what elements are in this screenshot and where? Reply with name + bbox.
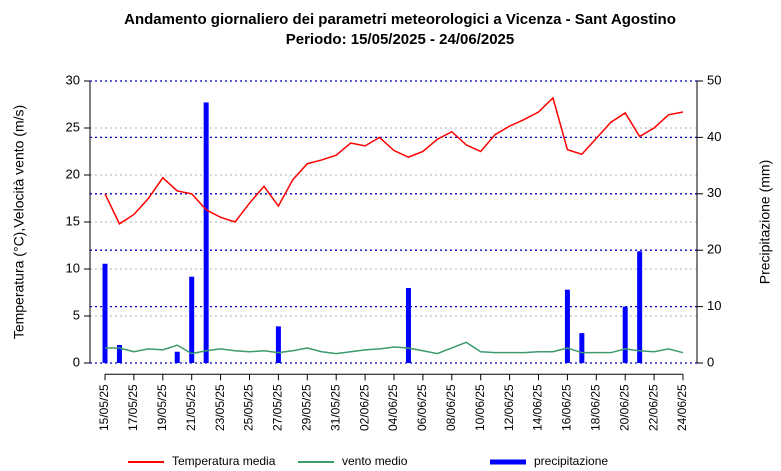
x-tick-label: 23/05/25 (213, 384, 227, 431)
bar (405, 287, 411, 364)
x-tick-label: 22/06/25 (646, 384, 660, 431)
bar (579, 333, 585, 364)
legend-label: Temperatura media (172, 454, 276, 468)
x-tick-label: 25/05/25 (242, 384, 256, 431)
line-series (104, 96, 684, 225)
x-tick-label: 24/06/25 (675, 384, 689, 431)
legend-label: precipitazione (534, 454, 608, 468)
x-tick-label: 14/06/25 (531, 384, 545, 431)
y2-tick-label: 50 (707, 72, 721, 87)
legend-label: vento medio (342, 454, 408, 468)
y-tick-label: 5 (73, 307, 80, 322)
line-series (105, 341, 684, 355)
x-tick-label: 27/05/25 (271, 384, 285, 431)
y-tick-label: 25 (66, 119, 80, 134)
x-tick-label: 21/05/25 (184, 384, 198, 431)
x-tick-label: 04/06/25 (386, 384, 400, 431)
y-axis-title: Temperatura (°C),Velocità vento (m/s) (11, 105, 27, 339)
x-tick-label: 29/05/25 (299, 384, 313, 431)
y2-tick-label: 40 (707, 129, 721, 144)
y-tick-label: 0 (73, 354, 80, 369)
x-tick-label: 19/05/25 (155, 384, 169, 431)
y2-tick-label: 30 (707, 185, 721, 200)
bar (189, 276, 195, 364)
y-tick-label: 20 (66, 166, 80, 181)
x-tick-label: 15/05/25 (97, 384, 111, 431)
y-tick-label: 10 (66, 260, 80, 275)
bar (275, 326, 281, 364)
x-tick-label: 20/06/25 (617, 384, 631, 431)
bar (564, 289, 570, 364)
x-tick-label: 18/06/25 (588, 384, 602, 431)
x-tick-label: 31/05/25 (328, 384, 342, 431)
x-tick-label: 12/06/25 (502, 384, 516, 431)
y-tick-label: 15 (66, 213, 80, 228)
y2-tick-label: 0 (707, 354, 714, 369)
bar (622, 306, 628, 364)
y2-tick-label: 10 (707, 298, 721, 313)
x-tick-label: 08/06/25 (444, 384, 458, 431)
y2-tick-label: 20 (707, 242, 721, 257)
chart-title: Andamento giornaliero dei parametri mete… (124, 11, 676, 28)
x-tick-label: 02/06/25 (357, 384, 371, 431)
bar (637, 251, 643, 364)
chart-subtitle: Periodo: 15/05/2025 - 24/06/2025 (286, 31, 514, 48)
y-tick-label: 30 (66, 72, 80, 87)
x-tick-label: 16/06/25 (560, 384, 574, 431)
y2-axis-title: Precipitazione (mm) (757, 160, 773, 284)
bar (203, 102, 209, 364)
x-tick-label: 17/05/25 (126, 384, 140, 431)
x-tick-label: 10/06/25 (473, 384, 487, 431)
bar (174, 351, 180, 364)
x-tick-label: 06/06/25 (415, 384, 429, 431)
bar (116, 344, 122, 364)
bar (102, 263, 108, 364)
